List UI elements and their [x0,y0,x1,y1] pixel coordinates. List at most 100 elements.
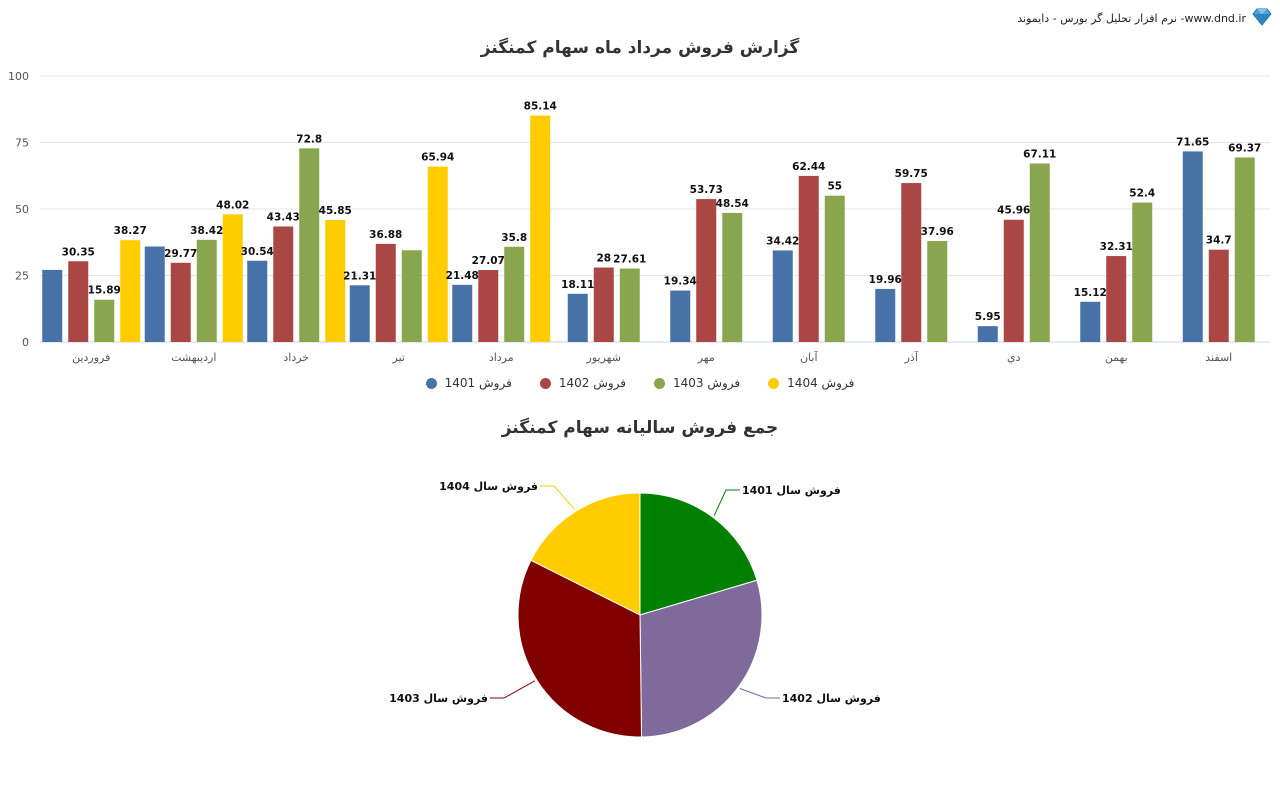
bar [325,220,346,342]
y-tick-label: 75 [15,137,29,150]
legend-marker [539,377,551,389]
bar [247,260,268,342]
legend-item[interactable]: فروش 1401 [425,376,512,390]
data-label: 30.35 [62,246,95,258]
data-label: 34.7 [1206,235,1232,247]
pie-slice [639,492,758,616]
bar-chart-title: گزارش فروش مرداد ماه سهام کمنگنز [480,38,800,58]
diamond-icon [1252,7,1272,30]
data-label: 65.94 [421,152,454,164]
x-tick-label: مهر [697,351,715,364]
bar [1029,163,1050,342]
bar [1080,301,1101,342]
data-label: 59.75 [895,168,928,180]
bar [875,288,896,342]
x-tick-label: شهریور [586,351,621,364]
bar [593,267,614,342]
pie-label: فروش سال 1402 [782,692,881,705]
bar [927,241,948,342]
data-label: 45.85 [319,205,352,217]
data-label: 36.88 [369,229,402,241]
bar [478,269,499,342]
brand-text: نرم افزار تحلیل گر بورس - دایموند -www.d… [1017,12,1246,25]
data-label: 29.77 [164,248,197,260]
bar [196,239,217,342]
bar [696,199,717,342]
data-label: 18.11 [561,279,594,291]
bar [619,268,640,342]
y-tick-label: 50 [15,203,29,216]
bar-chart: 0 25 50 75 100 30.35 15.89 38.27 فروردین 29.77 38.… [8,70,1270,364]
bar [1132,202,1153,342]
data-label: 71.65 [1176,136,1209,148]
data-label: 53.73 [690,184,723,196]
x-tick-label: تیر [392,351,405,364]
data-label: 15.12 [1074,287,1107,299]
pie-connector [540,485,576,510]
y-tick-label: 100 [8,70,29,83]
legend-marker [654,377,665,389]
bar [670,290,691,342]
data-label: 67.11 [1023,148,1056,160]
bar [427,166,448,342]
bar [824,195,845,342]
bar [68,261,89,342]
legend-label: فروش 1401 [444,376,512,390]
y-tick-label: 25 [15,270,29,283]
bar [120,240,141,342]
bar [504,246,525,342]
data-label: 19.96 [869,274,902,286]
data-label: 43.43 [267,211,300,223]
data-label: 21.31 [343,270,376,282]
bar [1208,249,1229,342]
data-label: 27.07 [472,255,505,267]
data-label: 38.42 [190,225,223,237]
x-tick-label: آذر [904,350,919,364]
bar [772,250,793,342]
bar [42,269,63,342]
pie-label: فروش سال 1401 [742,484,841,497]
data-label: 32.31 [1100,241,1133,253]
data-label: 28 [596,253,611,265]
bar [1003,219,1024,342]
data-label: 38.27 [114,225,147,237]
data-label: 55 [827,181,842,193]
data-label: 35.8 [501,232,527,244]
pie-chart: فروش سال 1401 فروش سال 1402 فروش سال 1403 ف… [389,480,881,738]
bar [977,326,998,342]
pie-slice [639,579,763,738]
bar [1234,157,1255,342]
data-label: 30.54 [241,246,274,258]
data-label: 27.61 [613,254,646,266]
x-tick-label: آبان [800,350,818,364]
legend-item[interactable]: فروش 1403 [654,376,740,390]
bar [222,214,243,342]
bar [1182,151,1203,342]
x-tick-label: بهمن [1105,351,1128,364]
bar [94,299,115,342]
data-label: 85.14 [524,101,557,113]
legend-item[interactable]: فروش 1404 [768,376,854,390]
data-label: 5.95 [975,311,1001,323]
bar [452,284,473,342]
pie-connector [713,489,740,516]
bar-chart-legend: فروش 1401 فروش 1402 فروش 1403 فروش 1404 [0,376,1280,390]
data-label: 45.96 [997,205,1030,217]
legend-item[interactable]: فروش 1402 [539,376,626,390]
bar [299,148,320,342]
bar [401,250,422,342]
bar [530,115,551,342]
data-label: 37.96 [921,226,954,238]
x-tick-label: اردیبهشت [171,351,216,364]
data-label: 69.37 [1228,142,1261,154]
data-label: 48.02 [216,199,249,211]
pie-connector [490,680,536,699]
bar [273,226,294,342]
bar [170,262,191,342]
data-label: 72.8 [296,133,322,145]
legend-label: فروش 1403 [673,376,741,390]
legend-label: فروش 1402 [558,376,626,390]
pie-connector [739,688,780,699]
brand-header: نرم افزار تحلیل گر بورس - دایموند -www.d… [1017,7,1272,30]
pie-slice [530,492,641,616]
